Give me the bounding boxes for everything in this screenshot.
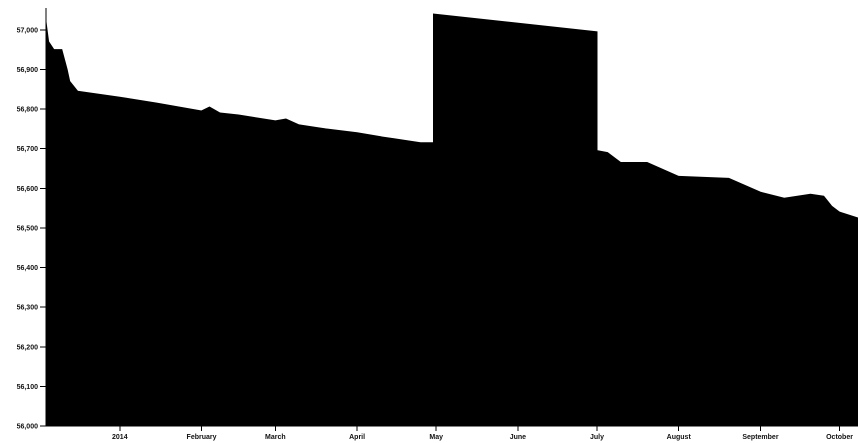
x-tick-label: October <box>826 434 853 441</box>
y-tick-label: 56,500 <box>17 225 39 232</box>
y-axis-title: Variable <box>49 14 56 41</box>
y-tick-label: 56,400 <box>17 265 39 272</box>
x-tick-label: July <box>590 434 604 441</box>
y-tick-label: 56,600 <box>17 186 39 193</box>
y-tick-label: 56,300 <box>17 305 39 312</box>
x-tick-label: August <box>667 434 692 441</box>
x-tick-label: May <box>429 434 443 441</box>
x-tick-label: February <box>187 434 217 441</box>
area-series-0 <box>45 13 858 427</box>
y-tick-label: 56,900 <box>17 67 39 74</box>
y-tick-label: 56,100 <box>17 384 39 391</box>
y-tick-label: 56,200 <box>17 344 39 351</box>
y-tick-label: 57,000 <box>17 27 39 34</box>
x-tick-label: September <box>742 434 778 441</box>
y-tick-label: 56,800 <box>17 107 39 114</box>
y-tick-label: 56,000 <box>17 424 39 431</box>
x-tick-label: March <box>265 434 286 441</box>
x-tick-label: June <box>510 434 526 441</box>
x-tick-label: 2014 <box>112 434 128 441</box>
x-tick-label: April <box>349 434 365 441</box>
y-tick-label: 56,700 <box>17 146 39 153</box>
